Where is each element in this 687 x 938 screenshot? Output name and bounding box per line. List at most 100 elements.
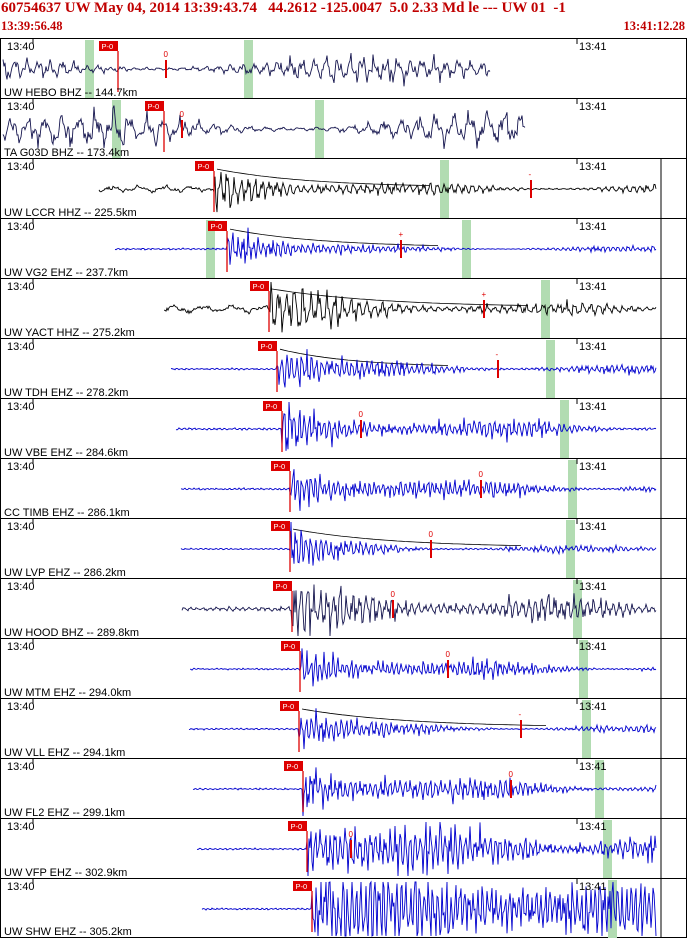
minute-label-left: 13:40: [7, 221, 35, 233]
station-label: TA G03D BHZ -- 173.4km: [4, 147, 130, 159]
waveform-plot: P-0 0: [32, 579, 662, 639]
arrival-band: [568, 460, 577, 518]
minute-label-left: 13:40: [7, 881, 35, 893]
trace-panel[interactable]: P-0 0 13:40 13:41 UW LVP EHZ -- 286.2km: [0, 518, 687, 579]
time-window-bar: 13:39:56.48 13:41:12.28: [1, 19, 686, 36]
arrival-band: [560, 400, 569, 458]
waveform-plot: P-0: [32, 879, 662, 938]
trace-panel[interactable]: P-0 13:40 13:41 UW SHW EHZ -- 305.2km: [0, 878, 687, 938]
trace-panel[interactable]: P-0 - 13:40 13:41 UW TDH EHZ -- 278.2km: [0, 338, 687, 399]
waveform-plot: P-0 0: [32, 459, 662, 519]
p-pick-flag[interactable]: [284, 761, 303, 771]
station-label: UW TDH EHZ -- 278.2km: [4, 387, 129, 399]
p-pick-flag-label: P-0: [287, 762, 299, 771]
station-label: UW YACT HHZ -- 275.2km: [4, 327, 135, 339]
trace-panel[interactable]: P-0 0 13:40 13:41 UW VBE EHZ -- 284.6km: [0, 398, 687, 459]
seismogram-trace: [196, 821, 657, 877]
minute-label-left: 13:40: [7, 161, 35, 173]
minute-label-left: 13:40: [7, 461, 35, 473]
amplitude-marker-label: -: [529, 170, 532, 179]
station-label: UW LVP EHZ -- 286.2km: [4, 567, 126, 579]
trace-panel[interactable]: P-0 - 13:40 13:41 UW LCCR HHZ -- 225.5km: [0, 158, 687, 219]
p-pick-flag[interactable]: [263, 401, 282, 411]
minute-label-left: 13:40: [7, 281, 35, 293]
p-pick-flag[interactable]: [208, 221, 227, 231]
minute-label-left: 13:40: [7, 341, 35, 353]
p-pick-flag-label: P-0: [296, 882, 308, 891]
p-pick-flag[interactable]: [145, 101, 164, 111]
minute-label-right: 13:41: [579, 761, 607, 773]
p-pick-flag-label: P-0: [198, 162, 210, 171]
minute-label-right: 13:41: [579, 881, 607, 893]
trace-panel[interactable]: P-0 0 13:40 13:41 CC TIMB EHZ -- 286.1km: [0, 458, 687, 519]
trace-panel[interactable]: P-0 - 13:40 13:41 UW VLL EHZ -- 294.1km: [0, 698, 687, 759]
trace-panel[interactable]: P-0 0 13:40 13:41 TA G03D BHZ -- 173.4km: [0, 98, 687, 159]
seismogram-trace: [188, 708, 657, 750]
trace-panel[interactable]: P-0 0 13:40 13:41 UW VFP EHZ -- 302.9km: [0, 818, 687, 879]
trace-panel[interactable]: P-0 0 13:40 13:41 UW MTM EHZ -- 294.0km: [0, 638, 687, 699]
p-pick-flag-label: P-0: [283, 702, 295, 711]
p-pick-flag[interactable]: [250, 281, 269, 291]
seismogram-trace: [180, 469, 657, 511]
event-header: 60754637 UW May 04, 2014 13:39:43.74 44.…: [1, 0, 566, 16]
amplitude-marker-label: 0: [509, 770, 514, 779]
trace-panel[interactable]: P-0 + 13:40 13:41 UW YACT HHZ -- 275.2km: [0, 278, 687, 339]
waveform-plot: P-0 0: [32, 399, 662, 459]
p-pick-flag[interactable]: [195, 161, 214, 171]
p-pick-flag-label: P-0: [291, 822, 303, 831]
trace-panel[interactable]: P-0 0 13:40 13:41 UW FL2 EHZ -- 299.1km: [0, 758, 687, 819]
p-pick-flag[interactable]: [281, 641, 300, 651]
seismogram-trace: [98, 172, 657, 213]
minute-label-right: 13:41: [579, 701, 607, 713]
minute-label-right: 13:41: [579, 581, 607, 593]
p-pick-flag[interactable]: [288, 821, 307, 831]
minute-label-left: 13:40: [7, 521, 35, 533]
p-pick-flag-label: P-0: [211, 222, 223, 231]
amplitude-marker-label: -: [519, 710, 522, 719]
minute-label-right: 13:41: [579, 521, 607, 533]
minute-label-left: 13:40: [7, 701, 35, 713]
minute-label-right: 13:41: [579, 161, 607, 173]
minute-label-right: 13:41: [579, 101, 607, 113]
p-pick-flag[interactable]: [271, 521, 290, 531]
waveform-plot: P-0 0: [32, 819, 662, 879]
p-pick-flag[interactable]: [271, 461, 290, 471]
arrival-band: [440, 160, 449, 218]
waveform-plot: P-0 +: [32, 219, 662, 279]
p-pick-flag[interactable]: [293, 881, 312, 891]
seismogram-trace: [2, 52, 491, 87]
minute-label-right: 13:41: [579, 341, 607, 353]
coda-envelope-curve: [271, 288, 528, 306]
amplitude-marker-label: -: [496, 350, 499, 359]
p-pick-flag[interactable]: [273, 581, 292, 591]
station-label: UW VG2 EHZ -- 237.7km: [4, 267, 129, 279]
coda-envelope-curve: [292, 528, 522, 546]
p-pick-flag-label: P-0: [276, 582, 288, 591]
station-label: UW VBE EHZ -- 284.6km: [4, 447, 129, 459]
waveform-plot: P-0 0: [2, 99, 578, 158]
amplitude-marker-label: +: [482, 290, 487, 299]
station-label: CC TIMB EHZ -- 286.1km: [4, 507, 130, 519]
trace-panel[interactable]: P-0 0 13:40 13:41 UW HOOD BHZ -- 289.8km: [0, 578, 687, 639]
p-pick-flag[interactable]: [258, 341, 277, 351]
station-label: UW SHW EHZ -- 305.2km: [4, 926, 132, 938]
seismogram-trace: [192, 767, 657, 817]
minute-label-left: 13:40: [7, 821, 35, 833]
station-label: UW VLL EHZ -- 294.1km: [4, 747, 126, 759]
amplitude-marker-label: 0: [446, 650, 451, 659]
waveform-plot: P-0 0: [2, 39, 578, 98]
minute-label-right: 13:41: [579, 821, 607, 833]
amplitude-marker-label: 0: [359, 410, 364, 419]
trace-panel[interactable]: P-0 0 13:40 13:41 UW HEBO BHZ -- 144.7km: [0, 38, 687, 99]
trace-panel[interactable]: P-0 + 13:40 13:41 UW VG2 EHZ -- 237.7km: [0, 218, 687, 279]
waveform-plot: P-0 -: [32, 699, 662, 759]
seismogram-trace: [163, 281, 657, 333]
waveform-plot: P-0 +: [32, 279, 662, 339]
arrival-band: [608, 880, 617, 938]
p-pick-flag[interactable]: [280, 701, 299, 711]
p-pick-flag[interactable]: [99, 41, 118, 51]
p-pick-flag-label: P-0: [102, 42, 114, 51]
amplitude-marker-label: 0: [429, 530, 434, 539]
seismogram-trace: [2, 105, 526, 149]
